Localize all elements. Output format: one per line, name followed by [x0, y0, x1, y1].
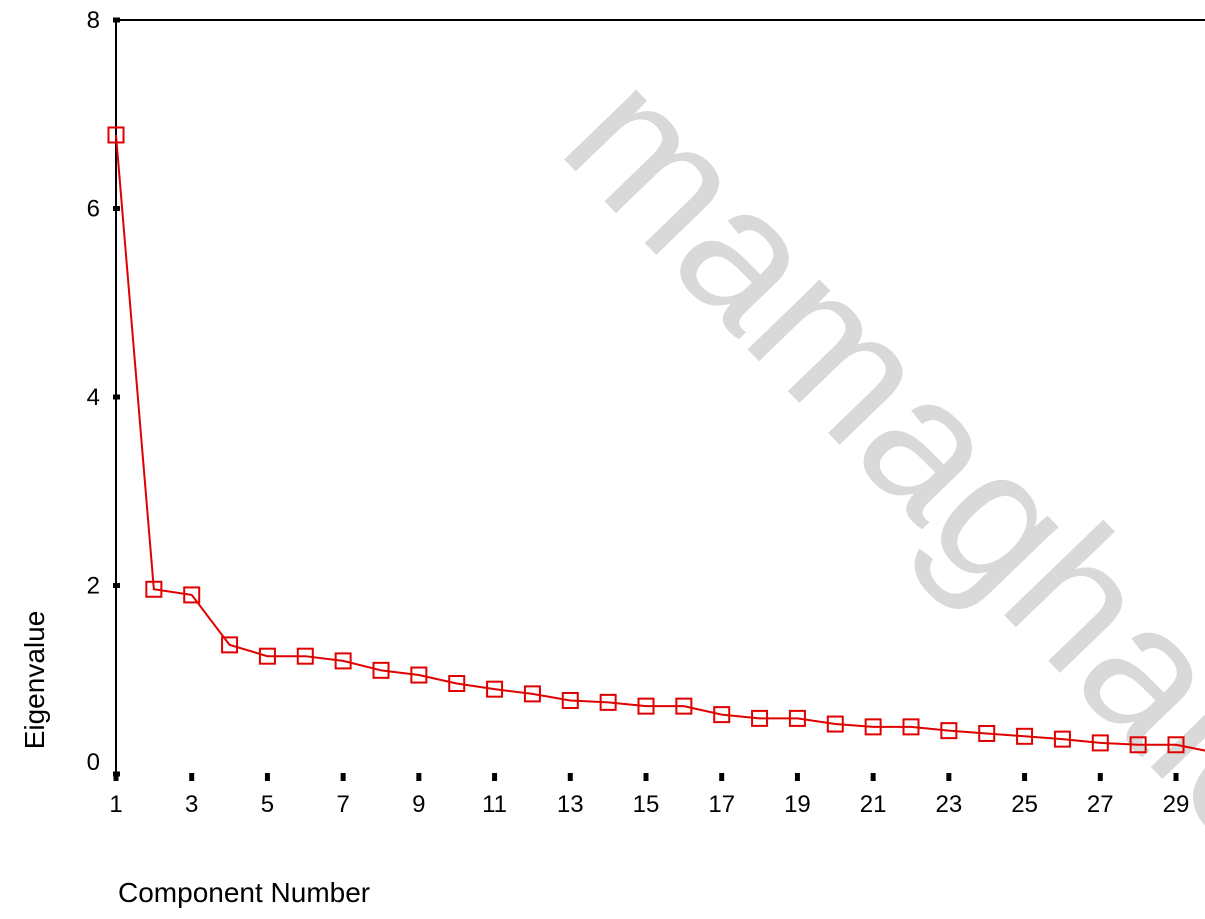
x-tick-label: 17 — [708, 791, 735, 818]
y-tick-label: 4 — [87, 384, 100, 411]
data-point — [372, 661, 390, 679]
data-point — [1016, 727, 1034, 745]
watermark-text: mamaghale. — [526, 31, 1205, 919]
data-point — [258, 647, 276, 665]
data-point — [826, 715, 844, 733]
x-tick-label: 7 — [336, 791, 349, 818]
data-point — [410, 666, 428, 684]
x-tick-label: 23 — [936, 791, 963, 818]
data-point — [561, 691, 579, 709]
y-axis-title: Eigenvalue — [19, 611, 50, 750]
data-point — [713, 706, 731, 724]
y-tick-label: 2 — [87, 573, 100, 600]
data-point — [940, 722, 958, 740]
x-tick-label: 9 — [412, 791, 425, 818]
x-tick-label: 13 — [557, 791, 584, 818]
data-point — [1129, 736, 1147, 754]
x-axis-ticks: 1 3 5 7 9 11 13 15 17 19 21 23 25 27 29 — [109, 773, 1189, 818]
data-point — [145, 580, 163, 598]
data-point — [788, 709, 806, 727]
data-point — [221, 636, 239, 654]
data-point — [599, 693, 617, 711]
x-tick-label: 25 — [1011, 791, 1038, 818]
y-tick-label: 6 — [87, 196, 100, 223]
y-axis-ticks: 0 2 4 6 8 — [87, 7, 120, 777]
y-tick-label: 8 — [87, 7, 100, 34]
data-point — [296, 647, 314, 665]
x-tick-label: 3 — [185, 791, 198, 818]
y-tick-label: 0 — [87, 749, 100, 776]
x-tick-label: 5 — [261, 791, 274, 818]
data-point — [902, 718, 920, 736]
data-point — [183, 586, 201, 604]
data-point — [978, 724, 996, 742]
data-point — [1053, 730, 1071, 748]
series-eigenvalues — [107, 126, 1205, 754]
data-point — [523, 685, 541, 703]
data-point — [1167, 736, 1185, 754]
x-tick-label: 27 — [1087, 791, 1114, 818]
data-point — [486, 680, 504, 698]
data-point — [751, 709, 769, 727]
data-point — [1091, 734, 1109, 752]
x-tick-label: 19 — [784, 791, 811, 818]
x-axis-title: Component Number — [118, 877, 370, 908]
x-tick-label: 29 — [1163, 791, 1190, 818]
series-line — [115, 134, 1205, 752]
data-point — [675, 697, 693, 715]
data-point — [637, 697, 655, 715]
data-point — [334, 652, 352, 670]
x-tick-label: 21 — [860, 791, 887, 818]
data-point — [107, 126, 125, 144]
watermark: mamaghale. — [526, 31, 1205, 919]
data-point — [864, 718, 882, 736]
x-tick-label: 1 — [109, 791, 122, 818]
data-point — [448, 675, 466, 693]
x-tick-label: 15 — [633, 791, 660, 818]
x-tick-label: 11 — [482, 791, 507, 818]
